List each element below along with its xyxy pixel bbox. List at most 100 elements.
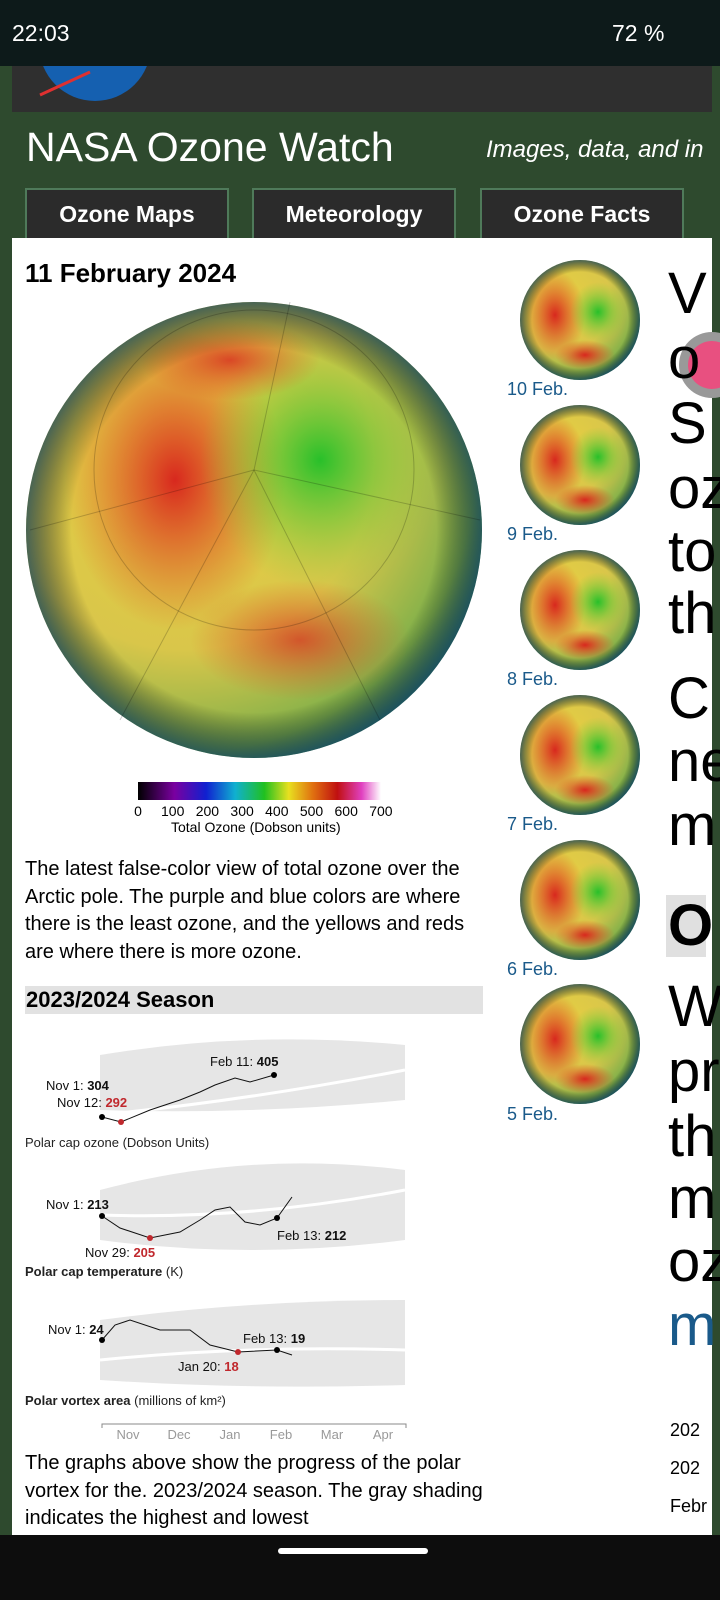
side-text: pr	[668, 1039, 720, 1104]
thumbnail[interactable]	[520, 405, 640, 525]
thumbnail[interactable]	[520, 550, 640, 670]
side-text: m	[668, 1293, 717, 1358]
thumbnail[interactable]	[520, 984, 640, 1104]
side-text: to	[668, 519, 717, 584]
nav-tab[interactable]: Meteorology	[252, 188, 456, 238]
annotation-label: Nov 12:	[57, 1095, 102, 1110]
month-label: Dec	[167, 1427, 191, 1442]
side-text: S	[668, 391, 707, 456]
colorbar-label: Total Ozone (Dobson units)	[171, 819, 341, 835]
annotation: Jan 20: 18	[178, 1359, 239, 1374]
annotation-label: Jan 20:	[178, 1359, 221, 1374]
month-label: Jan	[219, 1427, 241, 1442]
side-text: o	[668, 326, 701, 391]
colorbar-tick: 200	[195, 803, 220, 819]
logo-swoosh	[39, 70, 91, 97]
side-text-small: 202	[670, 1458, 701, 1478]
annotation-value: 405	[256, 1054, 279, 1069]
colorbar-tick: 400	[265, 803, 289, 819]
annotation: Nov 1: 304	[46, 1078, 109, 1093]
season-heading: 2023/2024 Season	[26, 987, 215, 1012]
nav-tab[interactable]: Ozone Maps	[25, 188, 229, 238]
side-heading-bg	[666, 895, 706, 957]
annotation: Feb 13: 19	[243, 1331, 305, 1346]
side-text: oz	[668, 456, 720, 521]
side-text-small: Febr	[670, 1496, 708, 1516]
ozone-globe	[26, 301, 482, 758]
annotation: Feb 13: 212	[277, 1228, 346, 1243]
caption-text: Polar cap temperature	[25, 1264, 163, 1279]
month-label: Mar	[320, 1427, 344, 1442]
colorbar-tick: 100	[161, 803, 185, 819]
thumbnail[interactable]	[520, 695, 640, 815]
thumbnail-label: 9 Feb.	[507, 524, 559, 544]
home-pill	[278, 1548, 428, 1554]
annotation: Nov 1: 24	[48, 1322, 104, 1337]
ozone-graph	[99, 1039, 406, 1125]
caption-unit: (millions of km²)	[134, 1393, 226, 1408]
annotation-value: 19	[290, 1331, 306, 1346]
colorbar-tick: 300	[230, 803, 254, 819]
temperature-graph	[99, 1163, 406, 1250]
thumbnail-label: 7 Feb.	[507, 814, 559, 834]
float-button-inner[interactable]	[688, 341, 720, 389]
nav-tab[interactable]: Ozone Facts	[480, 188, 684, 238]
annotation-label: Feb 13:	[243, 1331, 288, 1346]
annotation: Nov 1: 213	[46, 1197, 109, 1212]
side-text: C	[668, 666, 710, 731]
heading-bg	[25, 986, 483, 1014]
side-text: V	[668, 261, 707, 326]
caption-text: Polar cap ozone (Dobson Units)	[25, 1135, 210, 1150]
date: 11 February 2024	[25, 258, 237, 288]
annotation: Feb 11: 405	[210, 1054, 278, 1069]
annotation-value: 212	[324, 1228, 347, 1243]
tagline: Images, data, and in	[486, 136, 704, 163]
side-text: th	[668, 581, 717, 646]
caption-text: Polar vortex area	[25, 1393, 131, 1408]
side-text-small: 202	[670, 1420, 701, 1440]
graph-caption: Polar vortex area (millions of km²)	[25, 1393, 226, 1408]
colorbar-tick: 0	[134, 803, 142, 819]
battery: 72 %	[612, 20, 665, 46]
side-text: m	[668, 1166, 717, 1231]
side-text: O	[668, 893, 714, 958]
side-text: W	[668, 974, 720, 1039]
thumbnail-label: 5 Feb.	[507, 1104, 559, 1124]
side-text: ne	[668, 729, 720, 794]
month-label: Nov	[116, 1427, 140, 1442]
side-text: th	[668, 1104, 717, 1169]
thumbnail-label: 10 Feb.	[507, 379, 569, 399]
nav-bar	[0, 1535, 720, 1600]
annotation-value: 24	[89, 1322, 104, 1337]
month-label: Feb	[269, 1427, 293, 1442]
annotation: Nov 12: 292	[57, 1095, 127, 1110]
colorbar-tick: 700	[369, 803, 393, 819]
annotation-label: Feb 11:	[210, 1054, 254, 1069]
graph-caption: Polar cap ozone (Dobson Units)	[25, 1135, 209, 1150]
month-label: Apr	[372, 1427, 394, 1442]
colorbar-tick: 600	[334, 803, 358, 819]
annotation-value: 304	[87, 1078, 109, 1093]
site-title: NASA Ozone Watch	[26, 124, 394, 170]
colorbar	[138, 782, 381, 800]
vortex-graph	[99, 1300, 406, 1387]
annotation-label: Nov 1:	[46, 1078, 84, 1093]
annotation-label: Nov 1:	[46, 1197, 84, 1212]
thumbnail-label: 8 Feb.	[507, 669, 559, 689]
month-axis	[101, 1423, 407, 1428]
side-text: oz	[668, 1229, 720, 1294]
time: 22:03	[12, 20, 70, 46]
thumbnail-label: 6 Feb.	[507, 959, 559, 979]
annotation: Nov 29: 205	[85, 1245, 155, 1260]
annotation-label: Nov 1:	[48, 1322, 86, 1337]
annotation-value: 18	[224, 1359, 239, 1374]
side-text: m	[668, 793, 717, 858]
annotation-label: Feb 13:	[277, 1228, 322, 1243]
thumbnail[interactable]	[520, 260, 640, 380]
annotation-label: Nov 29:	[85, 1245, 130, 1260]
annotation-value: 205	[133, 1245, 156, 1260]
thumbnail[interactable]	[520, 840, 640, 960]
nasa-logo	[43, 66, 147, 101]
